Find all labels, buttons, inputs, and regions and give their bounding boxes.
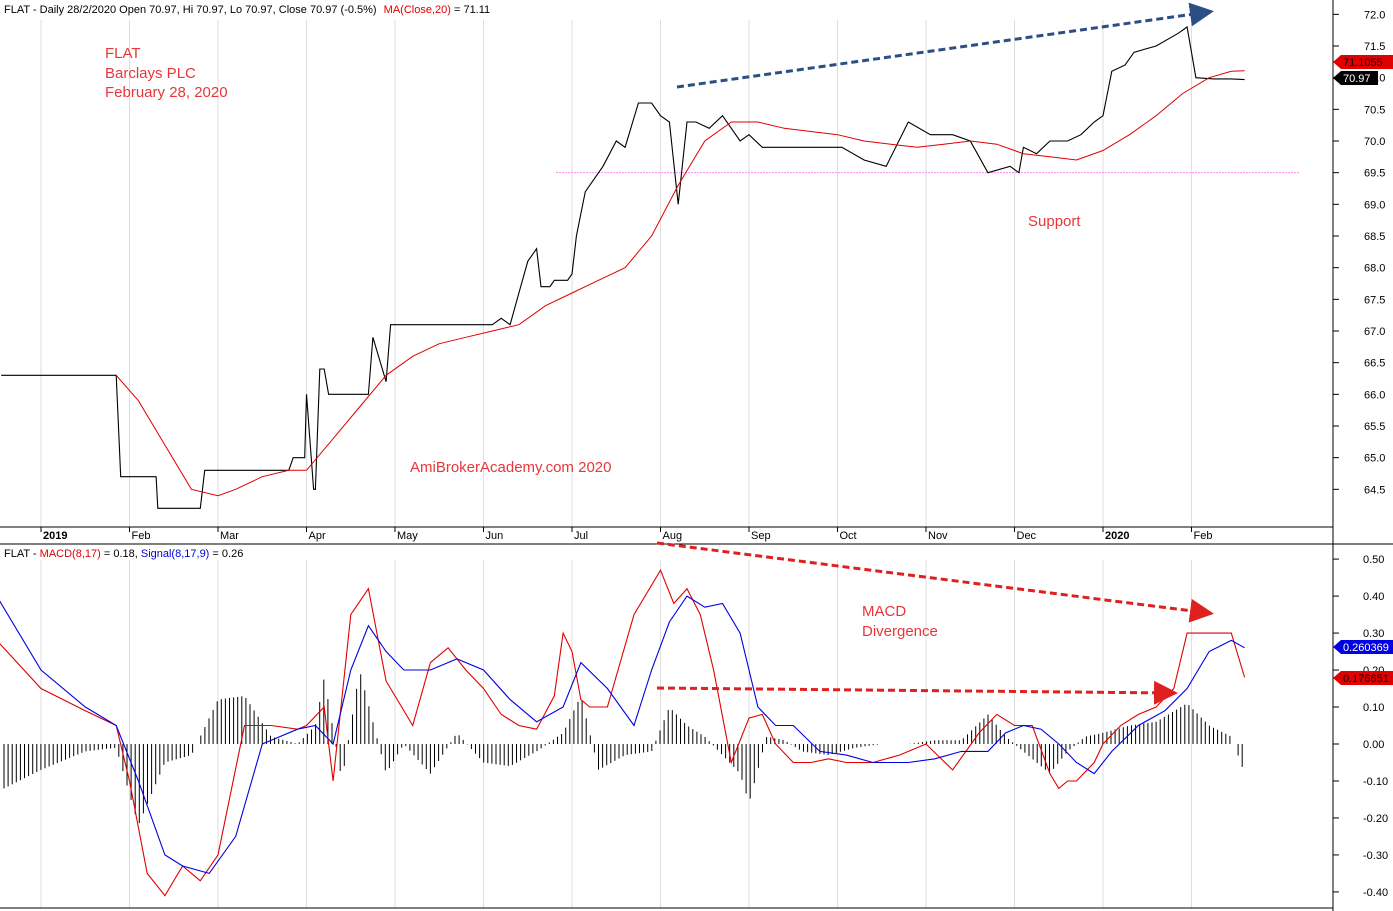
support-label: Support — [1028, 213, 1081, 230]
price-y-tick-label-1: 65.0 — [1364, 453, 1385, 465]
x-tick-label-3: Apr — [309, 530, 326, 542]
price-y-tick-label-0: 64.5 — [1364, 484, 1385, 496]
price-y-tick-label-14: 71.5 — [1364, 41, 1385, 53]
close-tag-text: 70.97 — [1343, 73, 1371, 85]
price-y-tick-label-15: 72.0 — [1364, 9, 1385, 21]
price-y-tick-label-8: 68.5 — [1364, 231, 1385, 243]
price-y-tick-label-10: 69.5 — [1364, 168, 1385, 180]
x-tick-label-12: 2020 — [1105, 530, 1129, 542]
price-y-tick-label-7: 68.0 — [1364, 263, 1385, 275]
price-y-tick-label-6: 67.5 — [1364, 294, 1385, 306]
x-tick-label-2: Mar — [220, 530, 239, 542]
x-tick-label-6: Jul — [574, 530, 588, 542]
macd-y-tick-label-7: 0.30 — [1363, 628, 1384, 640]
macd-y-tick-label-0: -0.40 — [1363, 887, 1388, 899]
macd-tag-text: 0.176651 — [1343, 673, 1389, 685]
macd-y-tick-label-4: 0.00 — [1363, 739, 1384, 751]
price-y-axis: 64.5 65.0 65.5 66.0 66.5 67.0 67.5 68.0 68.5 69.0… — [1333, 9, 1385, 496]
ma-tag-text: 71.1055 — [1343, 57, 1383, 69]
x-tick-label-0: 2019 — [43, 530, 67, 542]
annotation-title-3: February 28, 2020 — [105, 84, 228, 101]
ma-value-tag: 71.1055 — [1333, 55, 1393, 69]
x-tick-label-10: Nov — [928, 530, 948, 542]
x-tick-label-9: Oct — [840, 530, 857, 542]
macd-header-prefix: FLAT - — [4, 548, 40, 560]
macd-y-tick-label-3: -0.10 — [1363, 776, 1388, 788]
price-y-tick-label-3: 66.0 — [1364, 389, 1385, 401]
price-header-ma-value: = 71.11 — [454, 4, 490, 16]
series-signal — [0, 595, 1245, 875]
x-tick-label-5: Jun — [486, 530, 504, 542]
x-tick-label-13: Feb — [1194, 530, 1213, 542]
macd-header-macd-value: = 0.18, — [104, 548, 141, 560]
annotation-title-2: Barclays PLC — [105, 65, 196, 82]
x-tick-label-8: Sep — [751, 530, 771, 542]
x-tick-label-4: May — [397, 530, 418, 542]
x-axis: 2019 Feb Mar Apr May Jun Jul Aug Sep Oct Nov Dec 202… — [40, 527, 1213, 542]
x-tick-label-1: Feb — [132, 530, 151, 542]
price-y-tick-label-2: 65.5 — [1364, 421, 1385, 433]
divergence-label-1: MACD — [862, 603, 906, 620]
price-header-prefix: FLAT - Daily 28/2/2020 Open 70.97, Hi 70… — [4, 4, 377, 16]
series-flat-price — [1, 26, 1245, 509]
price-y-tick-label-4: 66.5 — [1364, 358, 1385, 370]
macd-y-tick-label-1: -0.30 — [1363, 850, 1388, 862]
divergence-label-2: Divergence — [862, 623, 938, 640]
price-header-ma-label: MA(Close,20) — [384, 4, 451, 16]
macd-header: FLAT - MACD(8,17) = 0.18, Signal(8,17,9)… — [4, 548, 243, 560]
series-ma-close-20 — [115, 70, 1245, 497]
macd-value-tag: 0.176651 — [1333, 671, 1393, 685]
price-y-tick-label-9: 69.0 — [1364, 199, 1385, 211]
price-header: FLAT - Daily 28/2/2020 Open 70.97, Hi 70… — [4, 4, 490, 16]
macd-y-tick-label-9: 0.50 — [1363, 554, 1384, 566]
macd-y-tick-label-2: -0.20 — [1363, 813, 1388, 825]
macd-trend-arrow — [656, 541, 1214, 623]
price-y-tick-label-5: 67.0 — [1364, 326, 1385, 338]
x-tick-label-11: Dec — [1017, 530, 1037, 542]
macd-base-arrow — [656, 680, 1178, 705]
watermark: AmiBrokerAcademy.com 2020 — [410, 459, 611, 476]
price-trend-arrow — [676, 2, 1214, 89]
series-macd — [0, 568, 1246, 897]
price-y-tick-label-12: 70.5 — [1364, 104, 1385, 116]
close-value-tag: 70.97 — [1333, 71, 1378, 85]
macd-y-tick-label-5: 0.10 — [1363, 702, 1384, 714]
macd-header-signal-value: = 0.26 — [212, 548, 243, 560]
signal-value-tag: 0.260369 — [1333, 640, 1393, 654]
annotation-title-1: FLAT — [105, 45, 141, 62]
price-y-tick-label-11: 70.0 — [1364, 136, 1385, 148]
macd-header-macd-label: MACD(8,17) — [40, 548, 101, 560]
macd-histogram — [3, 674, 1243, 824]
signal-tag-text: 0.260369 — [1343, 642, 1389, 654]
macd-y-tick-label-8: 0.40 — [1363, 591, 1384, 603]
macd-header-signal-label: Signal(8,17,9) — [141, 548, 210, 560]
x-tick-label-7: Aug — [663, 530, 683, 542]
